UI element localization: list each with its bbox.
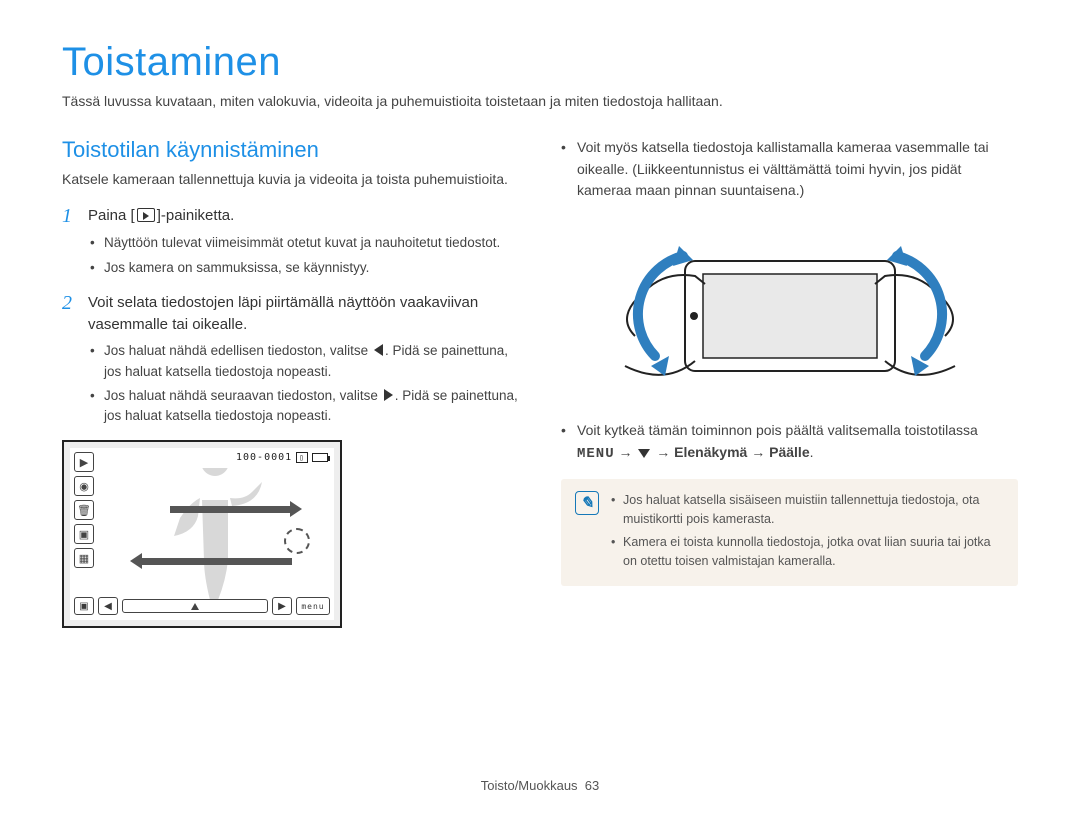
playback-button-icon bbox=[137, 208, 155, 222]
step2-b1-a: Jos haluat nähdä edellisen tiedoston, va… bbox=[104, 343, 372, 358]
trash-icon: 🗑 bbox=[74, 500, 94, 520]
step-1-bullets: Näyttöön tulevat viimeisimmät otetut kuv… bbox=[62, 233, 519, 278]
screenshot-bottombar: ▣ ◀ ▶ menu bbox=[74, 596, 330, 616]
footer-page-number: 63 bbox=[585, 778, 599, 793]
swipe-left-arrow-icon bbox=[142, 558, 292, 565]
menu-path-2: Päälle bbox=[769, 444, 809, 460]
bottom-home-icon bbox=[122, 599, 268, 613]
memory-card-icon: ▯ bbox=[296, 452, 308, 463]
bottom-left-arrow-icon: ◀ bbox=[98, 597, 118, 615]
swipe-right-arrow-icon bbox=[170, 506, 290, 513]
step-1-text-after: ]-painiketta. bbox=[157, 207, 235, 224]
orientation-icon bbox=[284, 528, 310, 554]
period: . bbox=[810, 444, 814, 460]
battery-icon bbox=[312, 453, 328, 462]
menu-word-icon: MENU bbox=[577, 446, 615, 462]
disable-tilt-bullet: Voit kytkeä tämän toiminnon pois päältä … bbox=[561, 420, 1018, 465]
step-1-bullet-2: Jos kamera on sammuksissa, se käynnistyy… bbox=[90, 258, 519, 278]
step-2: 2 Voit selata tiedostojen läpi piirtämäl… bbox=[62, 292, 519, 336]
step2-b2-a: Jos haluat nähdä seuraavan tiedoston, va… bbox=[104, 388, 382, 403]
lead-text: Katsele kameraan tallennettuja kuvia ja … bbox=[62, 169, 519, 189]
screenshot-sidebar: ▶ ◉ 🗑 ▣ ▦ bbox=[74, 452, 94, 568]
bottom-thumbnail-icon: ▣ bbox=[74, 597, 94, 615]
step-1-number: 1 bbox=[62, 205, 78, 227]
arrow-sep-3: → bbox=[747, 444, 769, 460]
file-counter: 100-0001 bbox=[236, 452, 292, 463]
play-icon: ▶ bbox=[74, 452, 94, 472]
step-2-number: 2 bbox=[62, 292, 78, 314]
camera-screenshot: ▶ ◉ 🗑 ▣ ▦ 100-0001 ▯ bbox=[62, 440, 342, 628]
left-column: Toistotilan käynnistäminen Katsele kamer… bbox=[62, 137, 519, 628]
left-arrow-icon bbox=[374, 344, 383, 356]
disable-a: Voit kytkeä tämän toiminnon pois päältä … bbox=[577, 422, 978, 438]
step-2-bullet-2: Jos haluat nähdä seuraavan tiedoston, va… bbox=[90, 386, 519, 427]
step-1-text-before: Paina [ bbox=[88, 207, 135, 224]
screenshot-topbar: 100-0001 ▯ bbox=[236, 452, 328, 463]
tilt-bullet: Voit myös katsella tiedostoja kallistama… bbox=[561, 137, 1018, 202]
step-2-text: Voit selata tiedostojen läpi piirtämällä… bbox=[88, 292, 519, 336]
note-item-1: Jos haluat katsella sisäiseen muistiin t… bbox=[611, 491, 1004, 529]
bottom-right-arrow-icon: ▶ bbox=[272, 597, 292, 615]
bottom-menu-icon: menu bbox=[296, 597, 330, 615]
grid-icon: ▦ bbox=[74, 548, 94, 568]
note-box: ✎ Jos haluat katsella sisäiseen muistiin… bbox=[561, 479, 1018, 586]
focus-icon: ◉ bbox=[74, 476, 94, 496]
figure-silhouette bbox=[160, 468, 270, 608]
right-column: Voit myös katsella tiedostoja kallistama… bbox=[561, 137, 1018, 628]
step-1-bullet-1: Näyttöön tulevat viimeisimmät otetut kuv… bbox=[90, 233, 519, 253]
down-arrow-icon bbox=[638, 449, 650, 458]
note-item-2: Kamera ei toista kunnolla tiedostoja, jo… bbox=[611, 533, 1004, 571]
arrow-sep-1: → bbox=[615, 444, 637, 460]
subheading: Toistotilan käynnistäminen bbox=[62, 137, 519, 163]
menu-path-1: Elenäkymä bbox=[674, 444, 747, 460]
note-icon: ✎ bbox=[575, 491, 599, 515]
page-footer: Toisto/Muokkaus 63 bbox=[0, 778, 1080, 793]
hands-illustration bbox=[575, 216, 1005, 406]
step-1: 1 Paina [ ]-painiketta. bbox=[62, 205, 519, 227]
gallery-icon: ▣ bbox=[74, 524, 94, 544]
page-intro: Tässä luvussa kuvataan, miten valokuvia,… bbox=[62, 93, 1018, 109]
step-2-bullets: Jos haluat nähdä edellisen tiedoston, va… bbox=[62, 341, 519, 426]
footer-section: Toisto/Muokkaus bbox=[481, 778, 578, 793]
arrow-sep-2: → bbox=[652, 444, 674, 460]
right-arrow-icon bbox=[384, 389, 393, 401]
step-2-bullet-1: Jos haluat nähdä edellisen tiedoston, va… bbox=[90, 341, 519, 382]
page-title: Toistaminen bbox=[62, 40, 1018, 85]
